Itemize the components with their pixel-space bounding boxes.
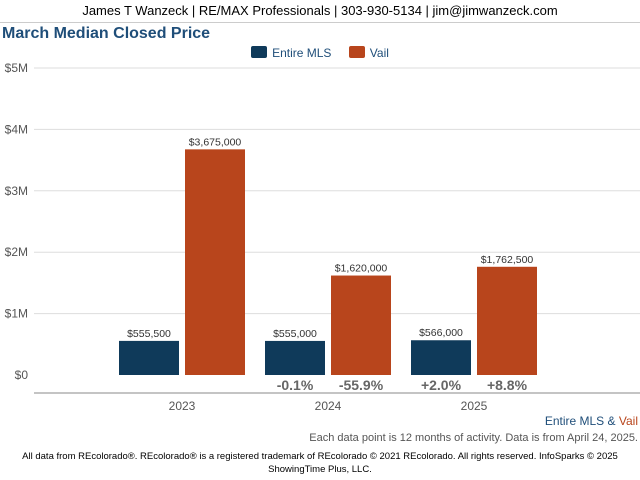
data-label: $1,762,500 — [481, 254, 534, 266]
bar-entire-mls-2023 — [119, 340, 179, 375]
footer-legend-vail: Vail — [618, 414, 638, 428]
x-tick-label: 2024 — [315, 399, 342, 413]
legend-label-entire-mls: Entire MLS — [272, 46, 332, 60]
y-tick-label: $5M — [5, 61, 28, 75]
change-label-mls: +2.0% — [421, 377, 462, 393]
y-tick-label: $0 — [15, 368, 29, 382]
y-tick-label: $2M — [5, 245, 28, 259]
legend-item-entire-mls[interactable]: Entire MLS — [251, 46, 331, 60]
data-footnote: Each data point is 12 months of activity… — [309, 432, 638, 444]
bar-vail-2025 — [477, 266, 537, 375]
change-label-vail: -55.9% — [339, 377, 384, 393]
footer-series-legend: Entire MLS & Vail — [545, 414, 638, 428]
chart-title: March Median Closed Price — [2, 25, 211, 42]
change-label-vail: +8.8% — [487, 377, 528, 393]
x-tick-label: 2025 — [461, 399, 488, 413]
copyright-footer: All data from REcolorado®. REcolorado® i… — [0, 450, 640, 476]
bar-entire-mls-2025 — [411, 340, 471, 375]
bar-entire-mls-2024 — [265, 340, 325, 375]
change-label-mls: -0.1% — [277, 377, 314, 393]
legend-swatch-entire-mls — [251, 46, 268, 58]
agent-contact-text: James T Wanzeck | RE/MAX Professionals |… — [82, 3, 558, 18]
bar-vail-2024 — [331, 275, 391, 375]
legend-item-vail[interactable]: Vail — [348, 46, 389, 60]
x-tick-label: 2023 — [169, 399, 196, 413]
bar-chart: $0 $1M $2M $3M $4M $5M $555,500 $3,675,000 2023 $… — [5, 61, 640, 413]
data-label: $555,000 — [273, 328, 317, 340]
y-tick-label: $1M — [5, 307, 28, 321]
data-label: $566,000 — [419, 327, 463, 339]
data-label: $555,500 — [127, 328, 171, 340]
agent-contact-header: James T Wanzeck | RE/MAX Professionals |… — [0, 0, 640, 23]
legend-swatch-vail — [348, 46, 365, 58]
copyright-line-1: All data from REcolorado®. REcolorado® i… — [22, 451, 618, 462]
footer-legend-amp: & — [607, 414, 616, 428]
chart-legend: Entire MLS Vail — [0, 46, 640, 60]
data-label: $3,675,000 — [189, 136, 242, 148]
y-tick-label: $4M — [5, 122, 28, 136]
legend-label-vail: Vail — [369, 46, 389, 60]
copyright-line-2: ShowingTime Plus, LLC. — [268, 464, 372, 475]
data-label: $1,620,000 — [335, 263, 388, 275]
y-tick-label: $3M — [5, 184, 28, 198]
bar-vail-2023 — [185, 149, 245, 375]
footer-legend-mls: Entire MLS — [544, 414, 605, 428]
